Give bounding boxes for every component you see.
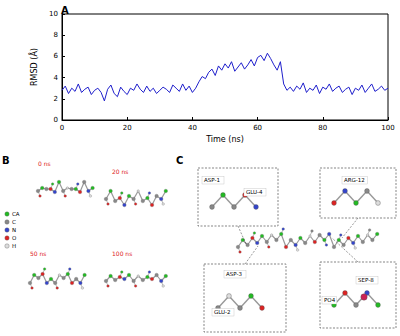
svg-text:ARG-12: ARG-12 <box>344 177 365 183</box>
svg-text:B: B <box>2 155 10 166</box>
svg-text:40: 40 <box>188 124 197 132</box>
svg-text:60: 60 <box>253 124 262 132</box>
svg-text:A: A <box>61 5 69 16</box>
svg-text:4: 4 <box>54 74 59 82</box>
svg-text:0 ns: 0 ns <box>38 160 51 167</box>
svg-text:20: 20 <box>123 124 132 132</box>
svg-text:GLU-4: GLU-4 <box>246 189 263 195</box>
svg-text:8: 8 <box>54 31 58 39</box>
svg-text:80: 80 <box>318 124 327 132</box>
svg-text:50 ns: 50 ns <box>30 250 46 257</box>
svg-text:RMSD (Å): RMSD (Å) <box>28 48 39 86</box>
svg-text:GLU-2: GLU-2 <box>214 309 231 315</box>
svg-text:100: 100 <box>381 124 394 132</box>
svg-text:Time (ns): Time (ns) <box>205 135 244 144</box>
svg-text:SEP-8: SEP-8 <box>358 277 374 283</box>
svg-text:0: 0 <box>60 124 64 132</box>
svg-text:C: C <box>12 219 16 225</box>
svg-text:N: N <box>12 227 16 233</box>
svg-text:O: O <box>12 235 17 241</box>
svg-text:ASP-3: ASP-3 <box>226 271 242 277</box>
svg-text:H: H <box>12 243 16 249</box>
svg-text:0: 0 <box>54 116 58 124</box>
svg-text:100 ns: 100 ns <box>112 250 132 257</box>
svg-text:6: 6 <box>54 52 59 60</box>
svg-text:PO4: PO4 <box>324 297 336 303</box>
svg-text:CA: CA <box>12 211 20 217</box>
svg-text:ASP-1: ASP-1 <box>204 177 220 183</box>
svg-text:20 ns: 20 ns <box>112 168 128 175</box>
svg-text:10: 10 <box>49 10 58 18</box>
svg-text:C: C <box>176 155 183 166</box>
svg-text:2: 2 <box>54 95 58 103</box>
